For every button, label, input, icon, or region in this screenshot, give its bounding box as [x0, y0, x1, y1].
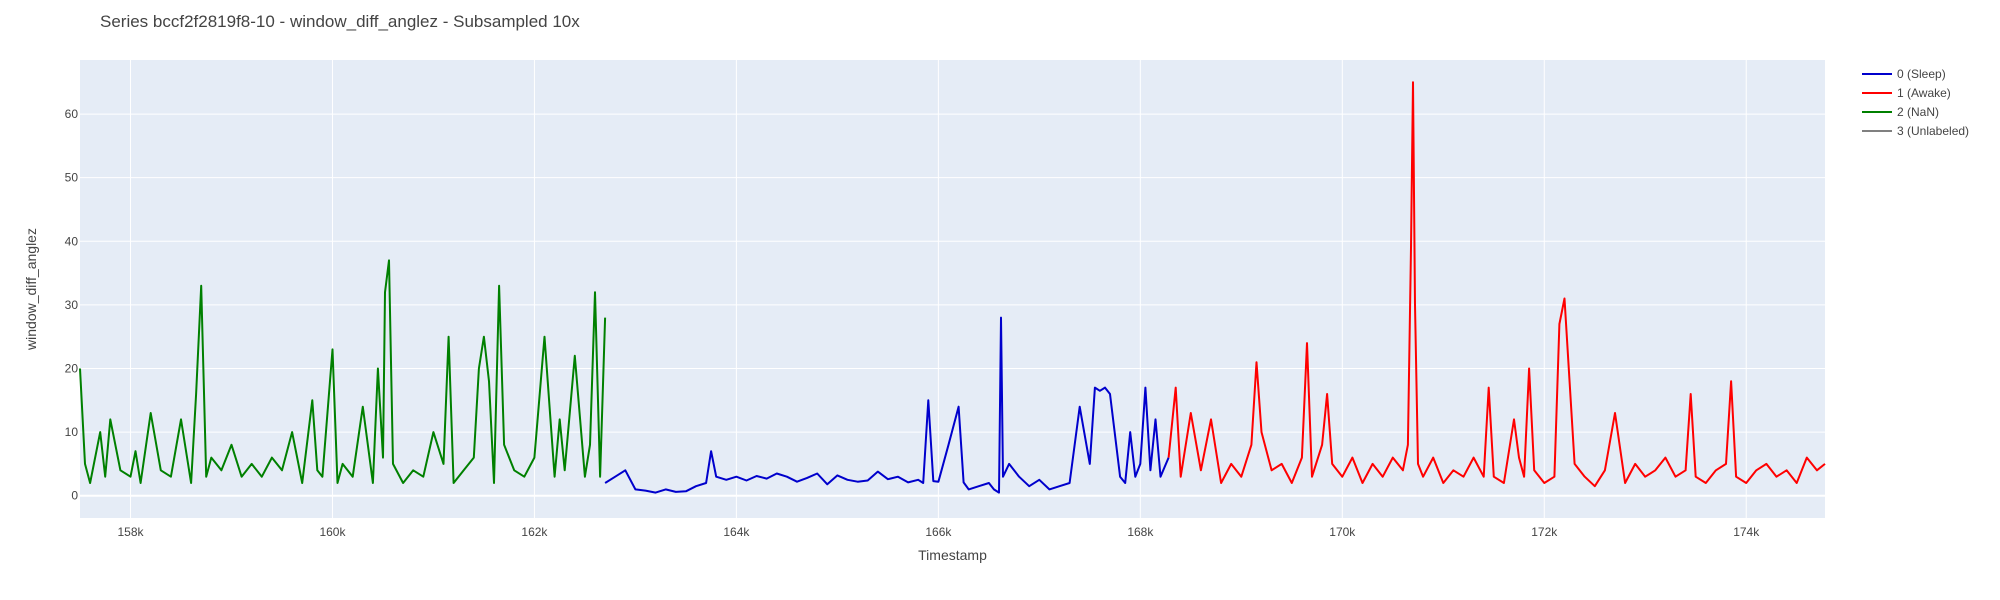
x-tick-label: 160k: [319, 525, 346, 539]
series-lines: [79, 81, 1826, 494]
x-tick-label: 164k: [723, 525, 750, 539]
legend-item-nan[interactable]: 2 (NaN): [1862, 102, 1969, 121]
legend-item-unlabeled[interactable]: 3 (Unlabeled): [1862, 121, 1969, 140]
legend-label-sleep: 0 (Sleep): [1897, 66, 1946, 81]
x-tick-label: 166k: [925, 525, 952, 539]
legend-label-unlabeled: 3 (Unlabeled): [1897, 123, 1970, 138]
legend: 0 (Sleep) 1 (Awake) 2 (NaN) 3 (Unlabeled…: [1862, 64, 1969, 140]
x-tick-label: 162k: [521, 525, 548, 539]
chart-title: Series bccf2f2819f8-10 - window_diff_ang…: [100, 12, 580, 31]
gridlines: [80, 60, 1825, 518]
legend-item-awake[interactable]: 1 (Awake): [1862, 83, 1969, 102]
y-tick-label: 20: [65, 362, 79, 376]
legend-label-nan: 2 (NaN): [1897, 104, 1940, 119]
y-tick-label: 50: [65, 171, 79, 185]
legend-item-sleep[interactable]: 0 (Sleep): [1862, 64, 1969, 83]
y-tick-label: 10: [65, 425, 79, 439]
series-line-1-awake[interactable]: [1167, 81, 1826, 488]
series-line-2-nan[interactable]: [79, 259, 607, 484]
legend-swatch-sleep: [1862, 72, 1892, 75]
y-tick-label: 30: [65, 298, 79, 312]
legend-swatch-nan: [1862, 110, 1892, 113]
tick-labels: 158k 160k 162k 164k 166k 168k 170k 172k 174k 0 10 2…: [65, 107, 1761, 539]
x-tick-label: 174k: [1733, 525, 1760, 539]
series-line-0-sleep[interactable]: [604, 316, 1170, 494]
x-tick-label: 170k: [1329, 525, 1356, 539]
x-tick-label: 158k: [117, 525, 144, 539]
x-tick-label: 172k: [1531, 525, 1558, 539]
legend-swatch-awake: [1862, 91, 1892, 94]
y-axis-title: window_diff_anglez: [23, 228, 39, 351]
legend-label-awake: 1 (Awake): [1897, 85, 1951, 100]
legend-swatch-unlabeled: [1862, 129, 1892, 132]
y-tick-label: 0: [71, 489, 78, 503]
y-tick-label: 40: [65, 234, 79, 248]
plot-area[interactable]: [80, 60, 1825, 518]
y-tick-label: 60: [65, 107, 79, 121]
x-axis-title: Timestamp: [918, 547, 987, 563]
x-tick-label: 168k: [1127, 525, 1154, 539]
